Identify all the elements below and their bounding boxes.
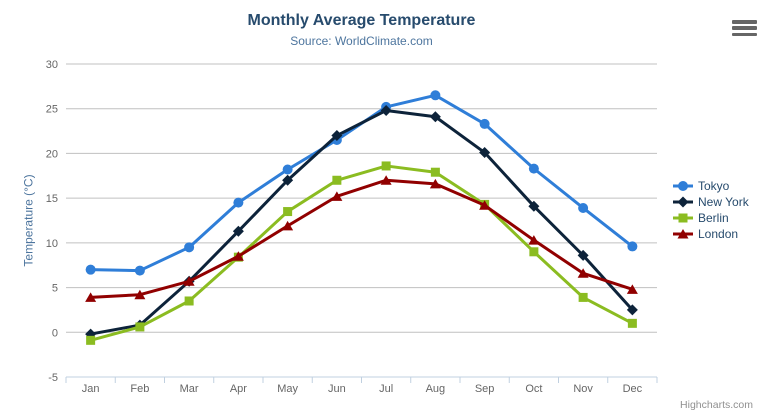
square-marker-icon	[678, 213, 688, 223]
data-point-new-york	[577, 249, 589, 261]
legend-item-tokyo[interactable]: Tokyo	[672, 178, 749, 194]
y-axis-label: -5	[48, 372, 58, 384]
data-point-berlin	[578, 292, 588, 302]
series-new-york	[85, 105, 638, 340]
data-point-new-york	[331, 130, 343, 142]
credits-link[interactable]: Highcharts.com	[680, 399, 753, 411]
x-axis-label: Nov	[573, 383, 593, 395]
data-point-tokyo	[134, 265, 145, 276]
data-point-berlin	[283, 207, 293, 217]
x-axis-label: Feb	[130, 383, 149, 395]
legend-item-berlin[interactable]: Berlin	[672, 210, 749, 226]
data-point-berlin	[627, 318, 637, 328]
data-point-tokyo	[85, 264, 96, 275]
y-axis-label: 30	[46, 59, 58, 71]
data-point-new-york	[282, 174, 294, 186]
data-point-new-york	[528, 200, 540, 212]
data-point-berlin	[135, 322, 145, 332]
series-line-berlin	[89, 164, 634, 342]
hamburger-icon	[732, 26, 757, 30]
y-axis-label: 15	[46, 193, 58, 205]
data-point-london	[528, 235, 540, 245]
x-axis-label: Dec	[623, 383, 643, 395]
series-tokyo	[85, 90, 638, 276]
x-axis-label: Sep	[475, 383, 495, 395]
legend-item-london[interactable]: London	[672, 226, 749, 242]
data-point-tokyo	[282, 164, 293, 175]
data-point-london	[183, 276, 195, 286]
data-point-new-york	[232, 225, 244, 237]
x-axis-label: May	[277, 383, 298, 395]
y-axis-label: 0	[52, 327, 58, 339]
data-point-london	[626, 284, 638, 294]
data-point-london	[282, 220, 294, 231]
data-point-london	[479, 200, 491, 210]
triangle-marker-icon	[677, 229, 689, 239]
data-point-berlin	[184, 296, 194, 306]
data-point-london	[331, 191, 343, 201]
legend-label: Tokyo	[698, 179, 730, 193]
diamond-marker-icon	[677, 196, 689, 208]
data-point-berlin	[332, 175, 342, 185]
chart-subtitle: Source: WorldClimate.com	[290, 34, 433, 48]
series-marker-icon	[673, 229, 693, 239]
export-menu-button[interactable]	[732, 20, 757, 36]
data-point-new-york	[380, 105, 392, 117]
data-point-tokyo	[528, 163, 539, 174]
hamburger-icon	[732, 20, 757, 24]
x-axis-label: Apr	[230, 383, 247, 395]
series-line-new-york	[89, 109, 634, 336]
data-point-london	[134, 289, 146, 300]
x-axis-label: Jan	[82, 383, 100, 395]
x-axis-label: Jul	[379, 383, 393, 395]
series-marker-icon	[673, 213, 693, 223]
legend-label: Berlin	[698, 211, 729, 225]
series-marker-icon	[673, 196, 693, 208]
data-point-tokyo	[578, 202, 589, 213]
x-axis-label: Jun	[328, 383, 346, 395]
y-axis-label: 10	[46, 238, 58, 250]
series-line-london	[89, 178, 634, 299]
legend-item-new-york[interactable]: New York	[672, 194, 749, 210]
data-point-berlin	[430, 167, 440, 177]
series-marker-icon	[673, 181, 693, 191]
series-london	[85, 175, 638, 302]
legend: Tokyo New York Berlin London	[672, 178, 749, 242]
y-axis-label: 20	[46, 148, 58, 160]
data-point-london	[577, 268, 589, 278]
hamburger-icon	[732, 32, 757, 36]
data-point-new-york	[429, 111, 441, 123]
data-point-berlin	[381, 161, 391, 171]
legend-label: London	[698, 227, 739, 241]
data-point-london	[380, 175, 392, 185]
x-axis-label: Aug	[426, 383, 446, 395]
legend-label: New York	[698, 195, 749, 209]
data-point-tokyo	[430, 90, 441, 101]
data-point-new-york	[626, 304, 638, 316]
x-axis-label: Mar	[180, 383, 199, 395]
y-axis-label: 5	[52, 283, 58, 295]
circle-marker-icon	[678, 181, 688, 191]
data-point-berlin	[86, 335, 96, 345]
data-point-tokyo	[184, 242, 195, 253]
x-axis-label: Oct	[525, 383, 542, 395]
data-point-london	[429, 178, 441, 189]
data-point-tokyo	[627, 241, 638, 252]
data-point-new-york	[479, 147, 491, 159]
series-berlin	[86, 161, 637, 345]
data-point-london	[232, 251, 244, 261]
y-axis-title: Temperature (°C)	[21, 174, 36, 267]
chart-title: Monthly Average Temperature	[247, 12, 476, 29]
data-point-london	[85, 292, 97, 302]
data-point-berlin	[529, 247, 539, 257]
data-point-tokyo	[479, 118, 490, 129]
y-axis-label: 25	[46, 104, 58, 116]
data-point-tokyo	[233, 197, 244, 208]
